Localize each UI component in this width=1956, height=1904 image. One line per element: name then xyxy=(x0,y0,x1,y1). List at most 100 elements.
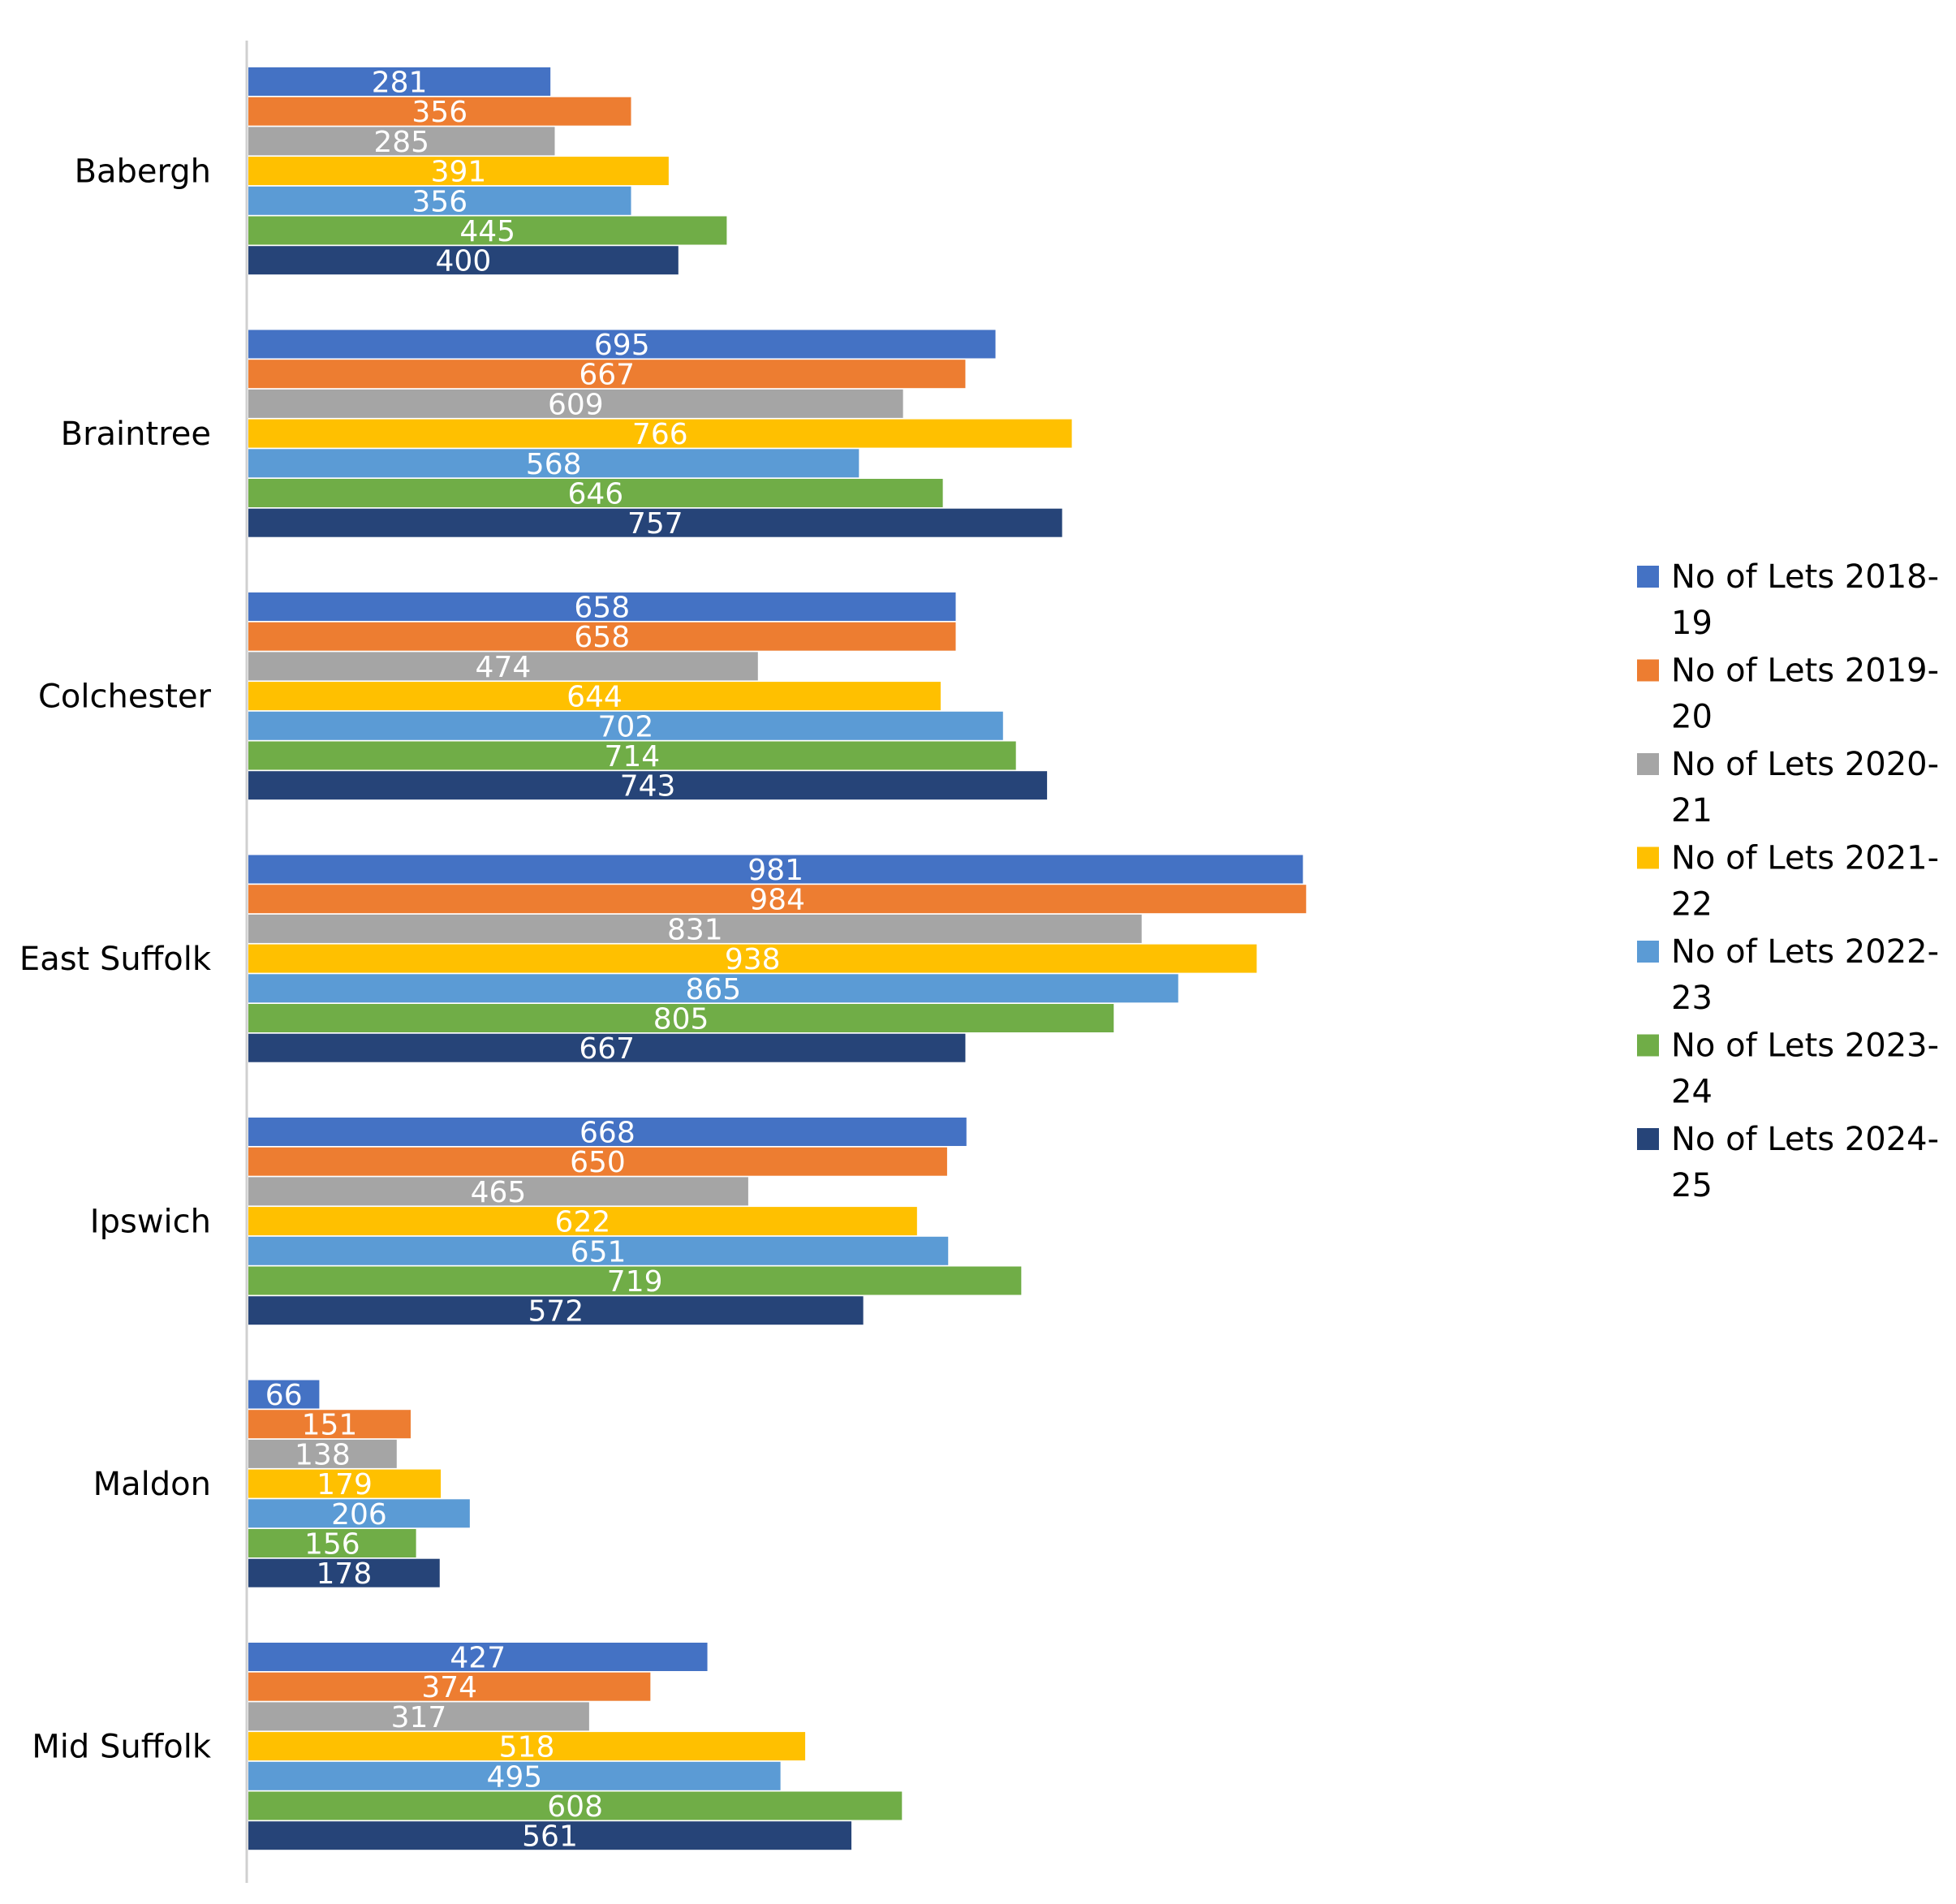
bar-ipswich-no-of-lets-2023-24 xyxy=(248,1266,1022,1295)
bar-east-suffolk-no-of-lets-2023-24 xyxy=(248,1004,1114,1032)
bar-maldon-no-of-lets-2024-25 xyxy=(248,1558,440,1587)
data-label-ipswich-no-of-lets-2020-21: 465 xyxy=(471,1176,527,1209)
category-label-maldon: Maldon xyxy=(93,1466,211,1503)
data-label-ipswich-no-of-lets-2021-22: 622 xyxy=(555,1206,611,1239)
data-label-colchester-no-of-lets-2018-19: 658 xyxy=(574,592,630,625)
bar-ipswich-no-of-lets-2020-21 xyxy=(248,1177,748,1206)
data-label-east-suffolk-no-of-lets-2019-20: 984 xyxy=(749,884,805,917)
data-label-mid-suffolk-no-of-lets-2018-19: 427 xyxy=(450,1642,506,1675)
data-label-braintree-no-of-lets-2022-23: 568 xyxy=(526,448,582,481)
data-label-mid-suffolk-no-of-lets-2020-21: 317 xyxy=(391,1701,447,1734)
data-label-ipswich-no-of-lets-2018-19: 668 xyxy=(579,1117,635,1150)
data-label-east-suffolk-no-of-lets-2018-19: 981 xyxy=(748,854,804,887)
bar-maldon-no-of-lets-2018-19 xyxy=(248,1380,320,1409)
data-label-ipswich-no-of-lets-2019-20: 650 xyxy=(570,1146,626,1179)
bar-maldon-no-of-lets-2019-20 xyxy=(248,1410,411,1439)
data-label-east-suffolk-no-of-lets-2022-23: 865 xyxy=(685,973,741,1006)
category-label-colchester: Colchester xyxy=(38,678,212,716)
category-label-braintree: Braintree xyxy=(61,416,211,453)
data-label-babergh-no-of-lets-2019-20: 356 xyxy=(411,96,467,129)
bar-colchester-no-of-lets-2020-21 xyxy=(248,652,758,681)
bar-maldon-no-of-lets-2021-22 xyxy=(248,1469,442,1498)
data-label-babergh-no-of-lets-2024-25: 400 xyxy=(436,245,492,278)
legend-label-no-of-lets-2019-20: No of Lets 2019- xyxy=(1671,653,1939,690)
data-label-mid-suffolk-no-of-lets-2023-24: 608 xyxy=(547,1790,603,1824)
bar-colchester-no-of-lets-2018-19 xyxy=(248,592,956,621)
data-label-colchester-no-of-lets-2021-22: 644 xyxy=(567,681,623,714)
data-label-mid-suffolk-no-of-lets-2019-20: 374 xyxy=(421,1671,477,1704)
category-label-east-suffolk: East Suffolk xyxy=(19,941,212,978)
data-label-braintree-no-of-lets-2021-22: 766 xyxy=(632,418,688,451)
bar-colchester-no-of-lets-2024-25 xyxy=(248,771,1048,800)
bar-mid-suffolk-no-of-lets-2024-25 xyxy=(248,1821,852,1850)
data-label-ipswich-no-of-lets-2022-23: 651 xyxy=(571,1235,627,1269)
bar-colchester-no-of-lets-2021-22 xyxy=(248,682,941,711)
data-label-babergh-no-of-lets-2022-23: 356 xyxy=(411,185,467,218)
bar-ipswich-no-of-lets-2024-25 xyxy=(248,1296,864,1325)
bar-colchester-no-of-lets-2019-20 xyxy=(248,622,956,651)
data-label-braintree-no-of-lets-2019-20: 667 xyxy=(579,359,635,392)
bar-ipswich-no-of-lets-2021-22 xyxy=(248,1207,917,1236)
data-label-maldon-no-of-lets-2018-19: 66 xyxy=(265,1379,303,1412)
bar-braintree-no-of-lets-2022-23 xyxy=(248,449,860,478)
data-label-maldon-no-of-lets-2022-23: 206 xyxy=(331,1498,387,1531)
legend-swatch-no-of-lets-2018-19 xyxy=(1637,566,1659,588)
data-label-braintree-no-of-lets-2023-24: 646 xyxy=(567,478,623,511)
bar-east-suffolk-no-of-lets-2021-22 xyxy=(248,944,1257,973)
bar-mid-suffolk-no-of-lets-2021-22 xyxy=(248,1732,806,1761)
bar-east-suffolk-no-of-lets-2019-20 xyxy=(248,885,1307,914)
category-labels-group: Babergh Braintree Colchester East Suffolk Ip… xyxy=(19,153,212,1766)
bar-babergh-no-of-lets-2024-25 xyxy=(248,246,679,275)
legend-swatch-no-of-lets-2019-20 xyxy=(1637,659,1659,682)
category-label-babergh: Babergh xyxy=(75,153,211,191)
data-label-maldon-no-of-lets-2020-21: 138 xyxy=(295,1438,351,1471)
legend-label-no-of-lets-2024-25-line-2: 25 xyxy=(1671,1167,1713,1204)
bar-ipswich-no-of-lets-2019-20 xyxy=(248,1147,947,1176)
legend-swatch-no-of-lets-2021-22 xyxy=(1637,846,1659,869)
bar-mid-suffolk-no-of-lets-2019-20 xyxy=(248,1672,651,1701)
legend-label-no-of-lets-2021-22-line-2: 22 xyxy=(1671,886,1713,924)
category-label-mid-suffolk: Mid Suffolk xyxy=(32,1729,212,1766)
legend-swatch-no-of-lets-2024-25 xyxy=(1637,1128,1659,1150)
data-label-colchester-no-of-lets-2019-20: 658 xyxy=(574,621,630,654)
bar-east-suffolk-no-of-lets-2024-25 xyxy=(248,1033,966,1062)
legend-label-no-of-lets-2020-21: No of Lets 2020- xyxy=(1671,746,1939,783)
legend-label-no-of-lets-2022-23-line-2: 23 xyxy=(1671,980,1713,1017)
data-labels-group: 2813562853913564454006956676097665686467… xyxy=(265,67,805,1854)
data-label-east-suffolk-no-of-lets-2024-25: 667 xyxy=(579,1032,635,1066)
legend-swatch-no-of-lets-2020-21 xyxy=(1637,753,1659,775)
bar-braintree-no-of-lets-2023-24 xyxy=(248,479,943,507)
bar-maldon-no-of-lets-2023-24 xyxy=(248,1529,416,1557)
data-label-mid-suffolk-no-of-lets-2022-23: 495 xyxy=(486,1760,542,1794)
bar-babergh-no-of-lets-2021-22 xyxy=(248,157,669,186)
bar-mid-suffolk-no-of-lets-2018-19 xyxy=(248,1643,708,1671)
bar-maldon-no-of-lets-2022-23 xyxy=(248,1499,470,1528)
data-label-braintree-no-of-lets-2018-19: 695 xyxy=(594,329,650,362)
data-label-mid-suffolk-no-of-lets-2021-22: 518 xyxy=(499,1731,555,1764)
data-label-maldon-no-of-lets-2021-22: 179 xyxy=(317,1468,373,1501)
data-label-colchester-no-of-lets-2022-23: 702 xyxy=(598,710,654,743)
bar-ipswich-no-of-lets-2018-19 xyxy=(248,1118,967,1146)
data-label-braintree-no-of-lets-2020-21: 609 xyxy=(548,388,604,421)
data-label-ipswich-no-of-lets-2023-24: 719 xyxy=(607,1265,663,1299)
bar-braintree-no-of-lets-2021-22 xyxy=(248,419,1072,448)
data-label-east-suffolk-no-of-lets-2021-22: 938 xyxy=(725,943,781,976)
bar-mid-suffolk-no-of-lets-2022-23 xyxy=(248,1761,781,1790)
legend-swatch-no-of-lets-2022-23 xyxy=(1637,941,1659,963)
data-label-east-suffolk-no-of-lets-2023-24: 805 xyxy=(653,1003,709,1036)
data-label-maldon-no-of-lets-2024-25: 178 xyxy=(317,1557,373,1591)
bar-braintree-no-of-lets-2020-21 xyxy=(248,389,903,418)
data-label-maldon-no-of-lets-2019-20: 151 xyxy=(302,1409,358,1442)
data-label-colchester-no-of-lets-2024-25: 743 xyxy=(620,770,676,803)
data-label-maldon-no-of-lets-2023-24: 156 xyxy=(304,1528,360,1562)
bar-east-suffolk-no-of-lets-2022-23 xyxy=(248,974,1178,1003)
data-label-colchester-no-of-lets-2023-24: 714 xyxy=(604,740,660,773)
legend-label-no-of-lets-2023-24-line-2: 24 xyxy=(1671,1074,1713,1111)
bar-babergh-no-of-lets-2019-20 xyxy=(248,97,631,126)
legend-label-no-of-lets-2019-20-line-2: 20 xyxy=(1671,699,1713,736)
bar-maldon-no-of-lets-2020-21 xyxy=(248,1439,397,1468)
legend-swatch-no-of-lets-2023-24 xyxy=(1637,1034,1659,1057)
bars-group xyxy=(248,67,1307,1850)
legend: No of Lets 2018- 19 No of Lets 2019- 20 No o… xyxy=(1637,558,1939,1204)
